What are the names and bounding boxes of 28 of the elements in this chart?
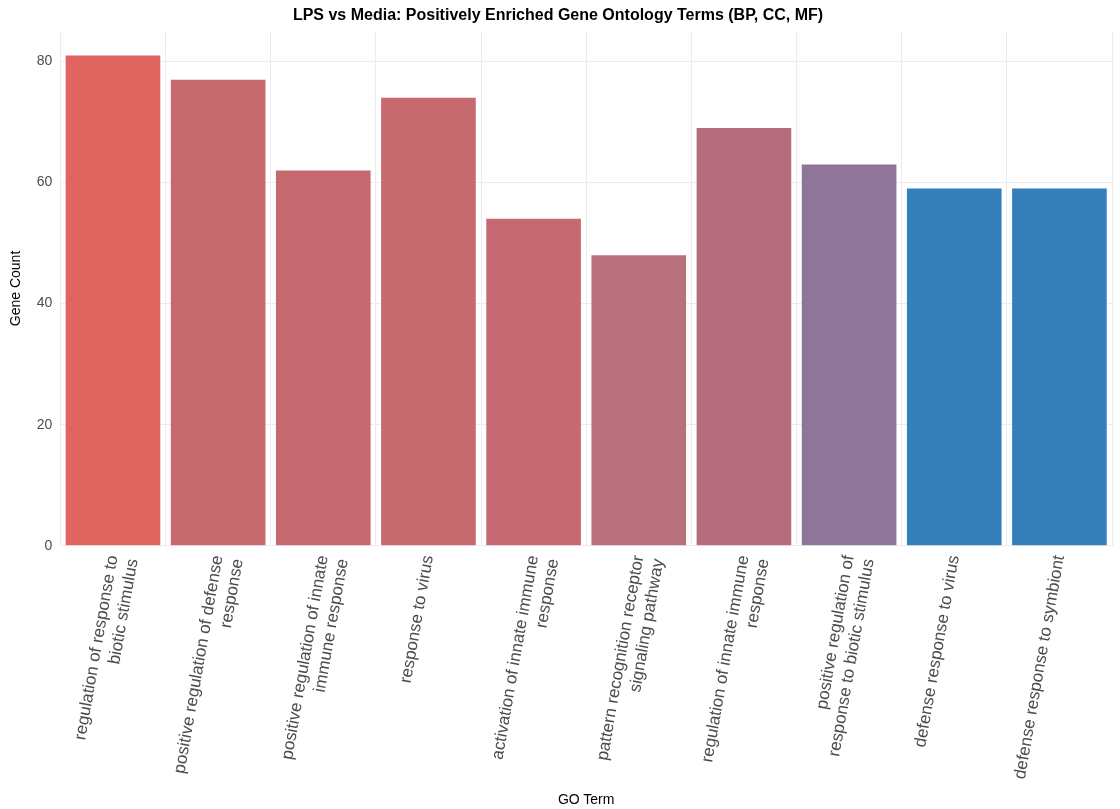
x-axis-title: GO Term	[557, 791, 615, 808]
bar	[801, 164, 897, 546]
x-tick-label: response to virus	[395, 553, 437, 685]
x-tick-label: regulation of response to biotic stimulus	[70, 553, 142, 742]
y-tick-label: 40	[36, 294, 53, 311]
bar	[486, 218, 581, 546]
y-tick-label: 80	[36, 52, 53, 69]
x-tick-label: regulation of innate immune response	[697, 553, 773, 764]
bar	[1012, 188, 1107, 546]
y-tick-label: 0	[44, 536, 53, 553]
bar	[696, 128, 792, 546]
bar	[65, 55, 161, 546]
chart-title: LPS vs Media: Positively Enriched Gene Ontology Terms (BP, CC, MF)	[292, 6, 824, 24]
bar	[591, 255, 687, 546]
bar	[906, 188, 1002, 546]
x-tick-label: positive regulation of response to biotic stimulus	[811, 553, 878, 758]
x-tick-label: activation of innate immune response	[487, 553, 563, 761]
y-axis-title: Gene Count	[7, 250, 24, 327]
x-tick-label: positive regulation of defense response	[169, 553, 247, 775]
bar	[170, 79, 266, 546]
x-tick-label: pattern recognition receptor signaling pathway	[592, 553, 668, 762]
bar	[275, 170, 371, 546]
bar	[381, 97, 476, 546]
x-tick-label: positive regulation of innate immune response	[277, 553, 352, 761]
y-tick-label: 20	[36, 415, 53, 432]
x-tick-label: defense response to virus	[910, 553, 963, 749]
y-tick-label: 60	[36, 173, 53, 190]
x-tick-label: defense response to symbiont	[1009, 553, 1069, 781]
